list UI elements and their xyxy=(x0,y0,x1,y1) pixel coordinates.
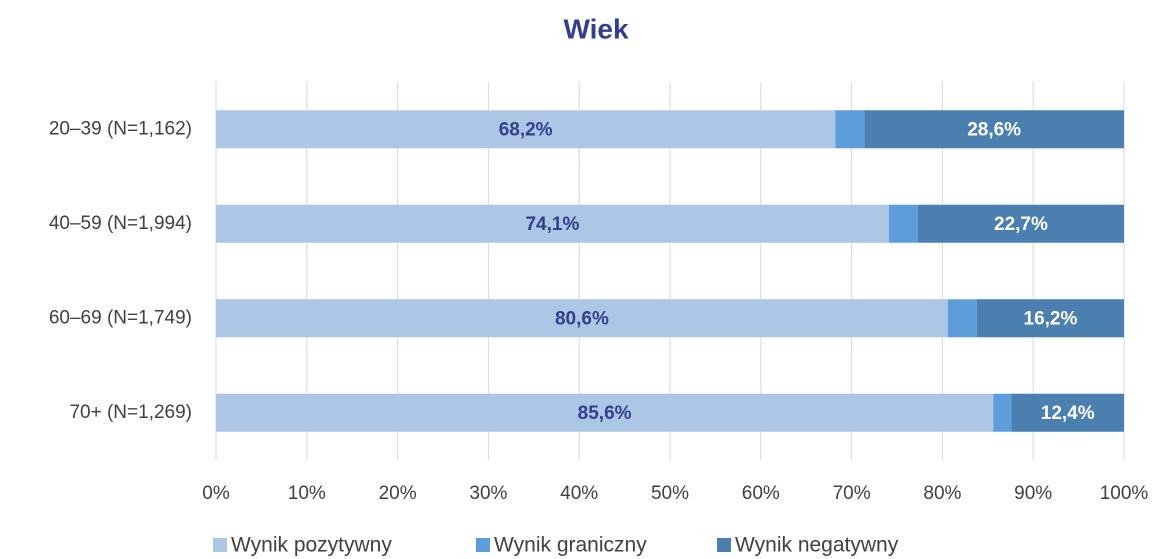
x-tick-label: 80% xyxy=(923,483,961,504)
x-tick-label: 10% xyxy=(288,483,326,504)
bar-segment xyxy=(976,299,1124,338)
bar-segment xyxy=(917,204,1124,243)
bar-segment xyxy=(216,110,836,149)
value-label: 16,2% xyxy=(1024,308,1078,329)
legend-swatch xyxy=(717,538,731,552)
x-tick-label: 20% xyxy=(379,483,417,504)
value-label: 74,1% xyxy=(525,214,579,235)
legend-swatch xyxy=(476,538,490,552)
x-tick-label: 0% xyxy=(202,483,230,504)
value-label: 28,6% xyxy=(967,119,1021,140)
x-tick-label: 100% xyxy=(1100,483,1149,504)
x-tick-label: 70% xyxy=(833,483,871,504)
legend-swatch xyxy=(213,538,227,552)
value-label: 22,7% xyxy=(994,214,1048,235)
x-tick-label: 50% xyxy=(651,483,689,504)
y-tick-label: 70+ (N=1,269) xyxy=(69,402,192,423)
value-label: 68,2% xyxy=(499,119,553,140)
bar-segment xyxy=(993,393,1012,432)
bar-segment xyxy=(947,299,977,338)
value-label: 12,4% xyxy=(1041,403,1095,424)
bar-segment xyxy=(216,204,889,243)
chart-title: Wiek xyxy=(563,13,629,44)
legend-label: Wynik graniczny xyxy=(494,534,647,557)
x-tick-label: 40% xyxy=(560,483,598,504)
bar-segment xyxy=(864,110,1124,149)
y-tick-label: 20–39 (N=1,162) xyxy=(49,118,192,139)
y-tick-label: 40–59 (N=1,994) xyxy=(49,213,192,234)
bar-segment xyxy=(835,110,865,149)
bar-segment xyxy=(216,393,994,432)
bar-segment xyxy=(1011,393,1124,432)
legend-label: Wynik negatywny xyxy=(735,534,899,557)
legend-label: Wynik pozytywny xyxy=(231,534,392,557)
value-label: 80,6% xyxy=(555,308,609,329)
y-tick-label: 60–69 (N=1,749) xyxy=(49,307,192,328)
x-tick-label: 60% xyxy=(742,483,780,504)
bar-segment xyxy=(888,204,918,243)
x-tick-label: 90% xyxy=(1014,483,1052,504)
bar-segment xyxy=(216,299,948,338)
value-label: 85,6% xyxy=(578,403,632,424)
x-tick-label: 30% xyxy=(469,483,507,504)
